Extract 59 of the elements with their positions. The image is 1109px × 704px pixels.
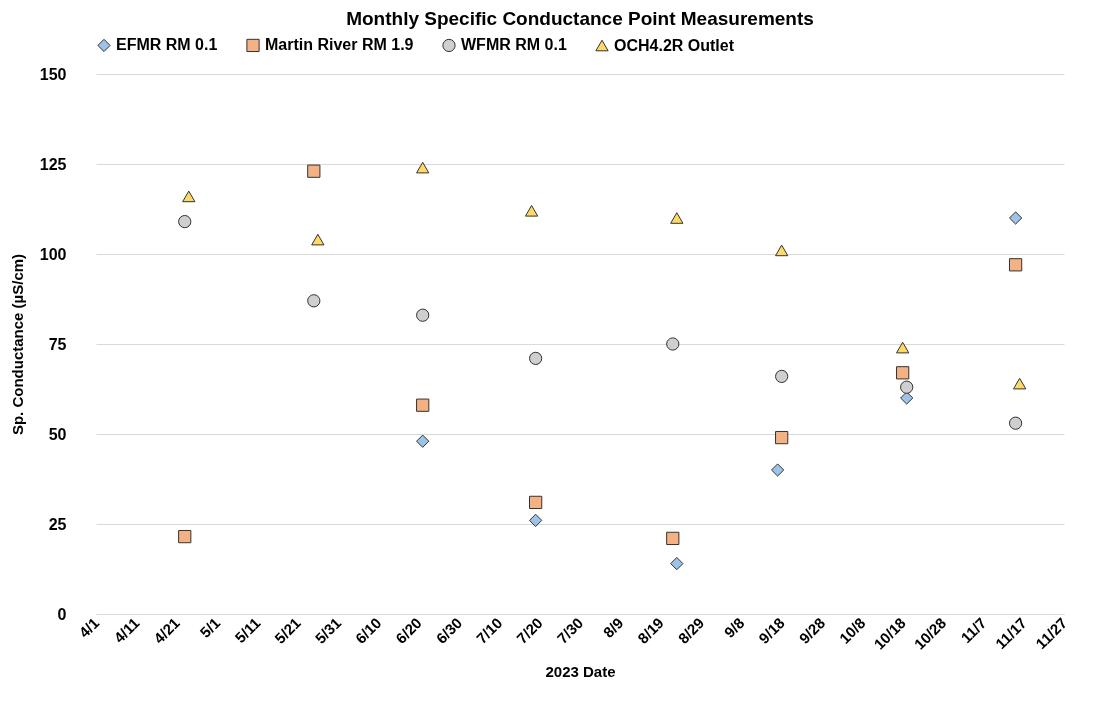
legend-label: Martin River RM 1.9 bbox=[265, 36, 414, 54]
point bbox=[670, 556, 684, 571]
point bbox=[1008, 416, 1023, 430]
x-tick-label: 5/1 bbox=[196, 614, 224, 641]
point bbox=[775, 430, 789, 445]
point bbox=[307, 164, 321, 178]
x-tick-label: 6/20 bbox=[392, 614, 425, 647]
y-tick-label: 0 bbox=[57, 605, 67, 623]
x-tick-label: 5/11 bbox=[231, 614, 264, 647]
y-tick-label: 150 bbox=[39, 65, 67, 83]
x-tick-label: 6/30 bbox=[432, 614, 466, 647]
x-tick-label: 6/10 bbox=[351, 614, 385, 647]
point bbox=[311, 233, 325, 246]
point bbox=[416, 398, 430, 412]
legend-label: EFMR RM 0.1 bbox=[116, 36, 218, 54]
point bbox=[900, 391, 914, 405]
legend-label: OCH4.2R Outlet bbox=[614, 36, 735, 54]
point bbox=[1008, 258, 1023, 272]
x-tick-label: 7/10 bbox=[472, 614, 506, 647]
point bbox=[182, 190, 196, 203]
point bbox=[1008, 211, 1023, 225]
y-tick-label: 25 bbox=[48, 515, 67, 533]
point bbox=[666, 337, 680, 351]
point bbox=[178, 529, 192, 544]
x-tick-label: 8/9 bbox=[599, 614, 627, 641]
legend-label: WFMR RM 0.1 bbox=[461, 36, 567, 54]
x-tick-label: 5/31 bbox=[311, 614, 345, 647]
x-tick-label: 4/11 bbox=[110, 614, 143, 647]
point bbox=[670, 212, 684, 224]
point bbox=[416, 161, 430, 174]
y-tick-label: 75 bbox=[48, 335, 67, 353]
point bbox=[416, 308, 430, 322]
point bbox=[771, 463, 785, 477]
point bbox=[529, 495, 543, 510]
point bbox=[307, 294, 321, 308]
point bbox=[775, 244, 789, 257]
x-tick-label: 4/21 bbox=[150, 614, 183, 647]
point bbox=[1013, 377, 1027, 390]
x-axis-title: 2023 Date bbox=[545, 662, 616, 680]
point bbox=[178, 214, 192, 229]
x-tick-label: 7/20 bbox=[513, 614, 546, 647]
y-axis-title: Sp. Conductance (µS/cm) bbox=[8, 253, 26, 436]
point bbox=[524, 205, 539, 217]
point bbox=[775, 369, 789, 384]
x-tick-label: 9/8 bbox=[720, 614, 748, 641]
point bbox=[529, 513, 543, 528]
y-tick-label: 125 bbox=[39, 155, 67, 173]
point bbox=[896, 341, 910, 354]
x-tick-label: 4/1 bbox=[75, 614, 103, 641]
chart-title: Monthly Specific Conductance Point Measurements bbox=[346, 8, 814, 29]
y-tick-label: 100 bbox=[39, 245, 67, 263]
point bbox=[529, 351, 543, 366]
x-tick-label: 7/30 bbox=[553, 614, 587, 647]
y-tick-label: 50 bbox=[48, 425, 67, 443]
x-tick-label: 5/21 bbox=[271, 614, 304, 647]
point bbox=[416, 434, 430, 448]
point bbox=[666, 531, 680, 546]
point bbox=[896, 366, 910, 380]
point bbox=[900, 380, 914, 394]
